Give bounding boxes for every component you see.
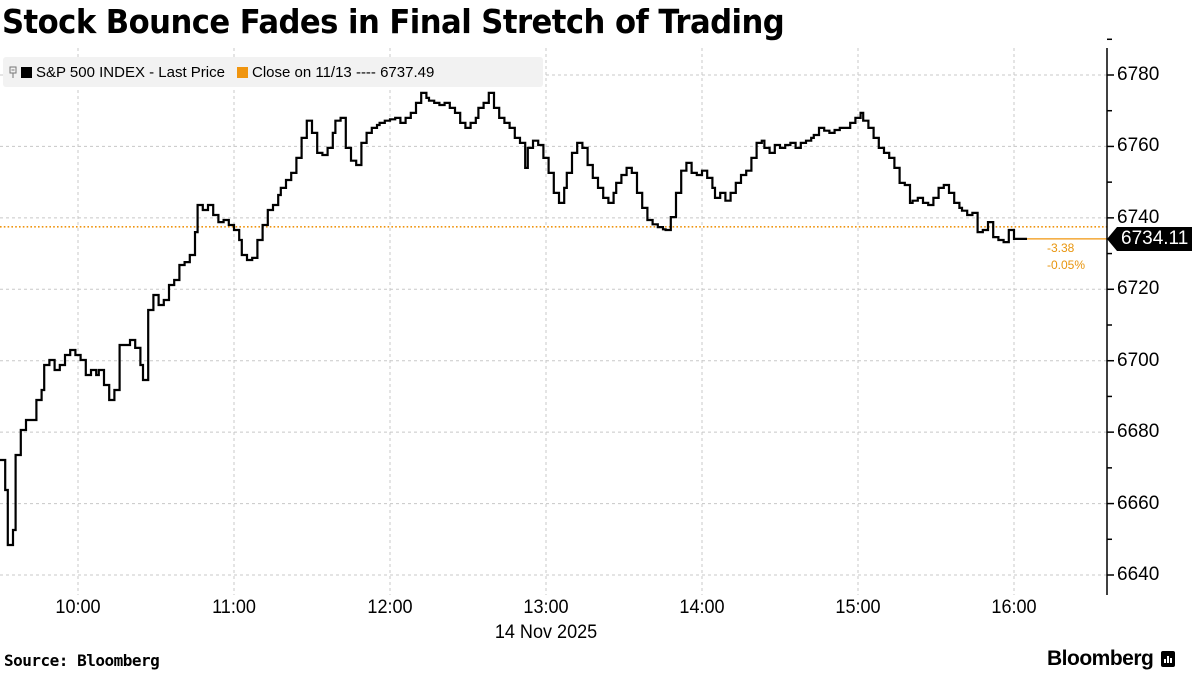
bloomberg-chart-icon — [1161, 651, 1176, 667]
x-tick-label: 15:00 — [835, 597, 881, 618]
x-axis-date-label: 14 Nov 2025 — [494, 622, 598, 643]
y-tick-label: 6740 — [1117, 206, 1160, 228]
x-tick-label: 10:00 — [55, 597, 101, 618]
y-tick-label: 6640 — [1117, 564, 1160, 585]
y-tick-label: 6720 — [1117, 278, 1160, 300]
y-tick-label: 6760 — [1117, 135, 1160, 157]
y-tick-label: 6680 — [1117, 421, 1160, 443]
x-tick-label: 16:00 — [991, 597, 1037, 618]
y-axis — [1106, 38, 1114, 595]
legend-item-sp500: S&P 500 INDEX - Last Price — [3, 64, 225, 81]
legend-swatch-black — [21, 66, 32, 78]
y-tick-label: 6780 — [1117, 64, 1160, 85]
legend-item-close: Close on 11/13 ---- 6737.49 — [236, 63, 435, 81]
y-tick-label: 6660 — [1117, 492, 1160, 514]
change-percent: -0.05% — [1047, 258, 1086, 272]
legend-swatch-orange — [236, 66, 248, 78]
x-tick-label: 11:00 — [212, 597, 256, 618]
gridlines — [0, 48, 1107, 595]
bloomberg-logo: Bloomberg — [1047, 647, 1176, 671]
chart-legend: S&P 500 INDEX - Last Price Close on 11/1… — [3, 57, 543, 87]
last-price-badge: 6734.11 — [1117, 227, 1193, 251]
brand-wordmark: Bloomberg — [1047, 647, 1154, 670]
change-value: -3.38 — [1047, 241, 1075, 255]
x-tick-label: 12:00 — [367, 597, 413, 618]
y-tick-label: 6700 — [1117, 349, 1160, 371]
legend-label-sp500: S&P 500 INDEX - Last Price — [36, 63, 225, 81]
legend-label-close: Close on 11/13 ---- 6737.49 — [251, 63, 435, 81]
legend-handle-icon — [9, 66, 18, 79]
chart-title: Stock Bounce Fades in Final Stretch of T… — [2, 2, 785, 41]
x-tick-label: 14:00 — [679, 597, 725, 618]
source-note: Source: Bloomberg — [4, 651, 160, 670]
x-tick-label: 13:00 — [523, 597, 569, 618]
last-price-pointer-icon — [1107, 227, 1117, 251]
sp500-price-line — [0, 91, 1027, 547]
